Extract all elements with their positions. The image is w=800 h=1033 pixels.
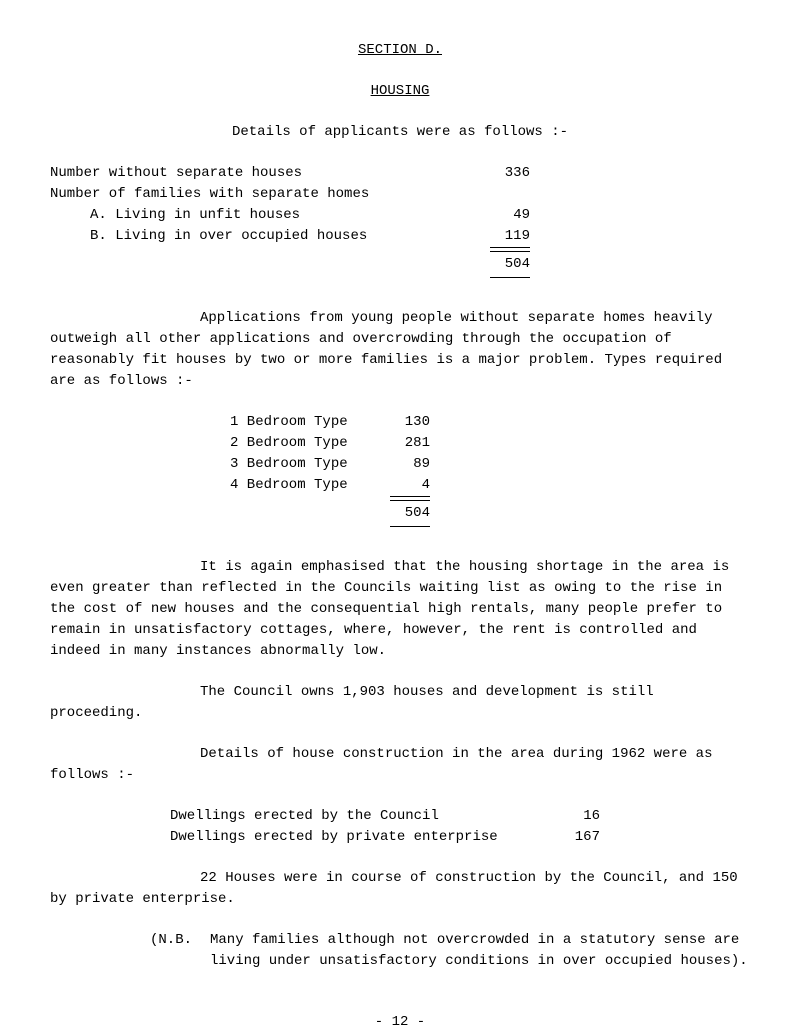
without-separate-value: 336 xyxy=(490,163,530,184)
intro-text: Details of applicants were as follows :- xyxy=(50,122,750,143)
nb-note: (N.B. Many families although not overcro… xyxy=(50,930,750,972)
bedroom-3-value: 89 xyxy=(390,454,430,475)
bedroom-list: 1 Bedroom Type 130 2 Bedroom Type 281 3 … xyxy=(50,412,750,527)
bedroom-1-value: 130 xyxy=(390,412,430,433)
paragraph-houses-course: 22 Houses were in course of construction… xyxy=(50,868,750,910)
paragraph-construction-details: Details of house construction in the are… xyxy=(50,744,750,786)
dwellings-list: Dwellings erected by the Council 16 Dwel… xyxy=(50,806,750,848)
bedroom-3-label: 3 Bedroom Type xyxy=(230,454,390,475)
dwellings-council-value: 16 xyxy=(570,806,600,827)
bedroom-1-label: 1 Bedroom Type xyxy=(230,412,390,433)
dwellings-council-label: Dwellings erected by the Council xyxy=(170,806,570,827)
unfit-houses-value: 49 xyxy=(490,205,530,226)
paragraph-council-owns: The Council owns 1,903 houses and develo… xyxy=(50,682,750,724)
over-occupied-label: B. Living in over occupied houses xyxy=(90,226,490,247)
families-separate-label: Number of families with separate homes xyxy=(50,184,490,205)
bedroom-total: 504 xyxy=(390,500,430,527)
bedroom-4-label: 4 Bedroom Type xyxy=(230,475,390,496)
over-occupied-value: 119 xyxy=(490,226,530,247)
section-title: SECTION D. xyxy=(50,40,750,61)
applicants-total: 504 xyxy=(490,251,530,278)
dwellings-private-label: Dwellings erected by private enterprise xyxy=(170,827,570,848)
housing-subtitle: HOUSING xyxy=(50,81,750,102)
dwellings-private-value: 167 xyxy=(570,827,600,848)
paragraph-emphasis: It is again emphasised that the housing … xyxy=(50,557,750,662)
nb-label: (N.B. xyxy=(150,930,210,972)
nb-text: Many families although not overcrowded i… xyxy=(210,930,750,972)
bedroom-2-label: 2 Bedroom Type xyxy=(230,433,390,454)
applicant-details: Number without separate houses 336 Numbe… xyxy=(50,163,750,278)
unfit-houses-label: A. Living in unfit houses xyxy=(90,205,490,226)
paragraph-applications: Applications from young people without s… xyxy=(50,308,750,392)
bedroom-2-value: 281 xyxy=(390,433,430,454)
bedroom-4-value: 4 xyxy=(390,475,430,496)
without-separate-label: Number without separate houses xyxy=(50,163,490,184)
page-number: - 12 - xyxy=(50,1012,750,1033)
